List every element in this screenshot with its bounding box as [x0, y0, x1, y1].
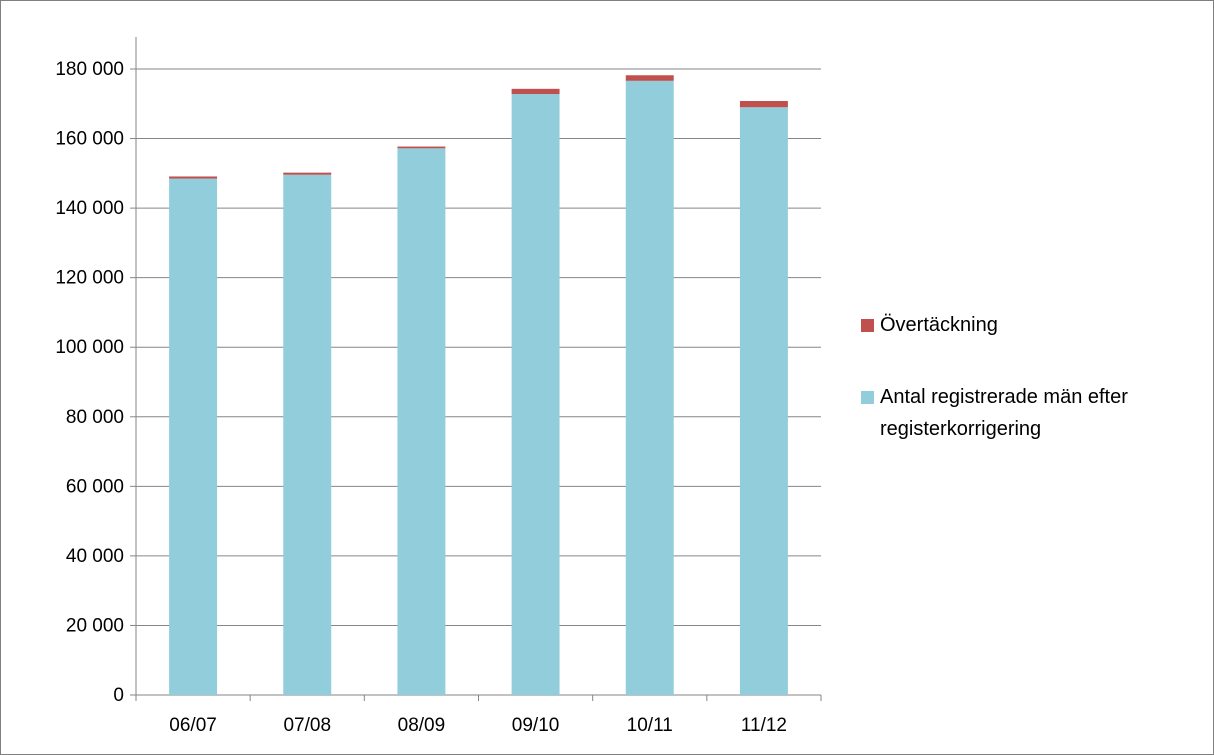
y-tick-label: 60 000 — [66, 476, 124, 497]
x-tick-label: 08/09 — [398, 715, 446, 736]
bar-overtackning — [511, 88, 560, 95]
x-tick-label: 11/12 — [741, 715, 787, 736]
tick-labels: 0 20 000 40 000 60 000 80 000 100 000 120 000 1… — [55, 59, 787, 736]
y-tick-label: 120 000 — [55, 268, 124, 289]
bar-overtackning — [739, 100, 788, 108]
bar-antal-registrerade — [283, 174, 332, 696]
x-tick-label: 10/11 — [627, 715, 673, 736]
y-tick-label: 0 — [113, 685, 124, 706]
x-tick-label: 07/08 — [283, 715, 331, 736]
y-tick-label: 40 000 — [66, 546, 124, 567]
bar-antal-registrerade — [397, 148, 446, 695]
bar-overtackning — [625, 75, 674, 81]
y-tick-label: 140 000 — [55, 198, 124, 219]
y-tick-label: 180 000 — [55, 59, 124, 80]
y-tick-label: 80 000 — [66, 407, 124, 428]
legend-item-antal-registrerade: Antal registrerade män efter registerkor… — [861, 381, 1211, 445]
bars — [169, 75, 788, 696]
bar-antal-registrerade — [625, 80, 674, 695]
bar-antal-registrerade — [169, 178, 218, 696]
x-tick-label: 09/10 — [512, 715, 560, 736]
bar-antal-registrerade — [739, 107, 788, 695]
y-tick-label: 100 000 — [55, 337, 124, 358]
axes — [130, 37, 822, 701]
legend-swatch-antal-registrerade — [861, 391, 874, 404]
gridlines — [136, 68, 821, 626]
y-tick-label: 160 000 — [55, 129, 124, 150]
legend-label-overtackning: Övertäckning — [880, 314, 998, 336]
legend-item-overtackning: Övertäckning — [861, 309, 1211, 341]
bar-overtackning — [169, 176, 218, 179]
legend: Övertäckning Antal registrerade män efte… — [861, 309, 1211, 485]
legend-label-antal-registrerade: Antal registrerade män efter registerkor… — [880, 386, 1128, 440]
legend-swatch-overtackning — [861, 319, 874, 332]
bar-overtackning — [283, 172, 332, 175]
x-tick-label: 06/07 — [169, 715, 217, 736]
bar-antal-registrerade — [511, 94, 560, 696]
y-tick-label: 20 000 — [66, 615, 124, 636]
bar-overtackning — [397, 146, 446, 149]
